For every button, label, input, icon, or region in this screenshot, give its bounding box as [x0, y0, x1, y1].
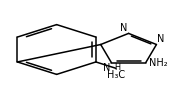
Text: NH₂: NH₂	[149, 58, 168, 68]
Text: N: N	[103, 63, 110, 73]
Text: H₃C: H₃C	[107, 70, 125, 80]
Text: N: N	[157, 34, 165, 44]
Text: N: N	[120, 23, 128, 33]
Text: H: H	[115, 63, 121, 72]
